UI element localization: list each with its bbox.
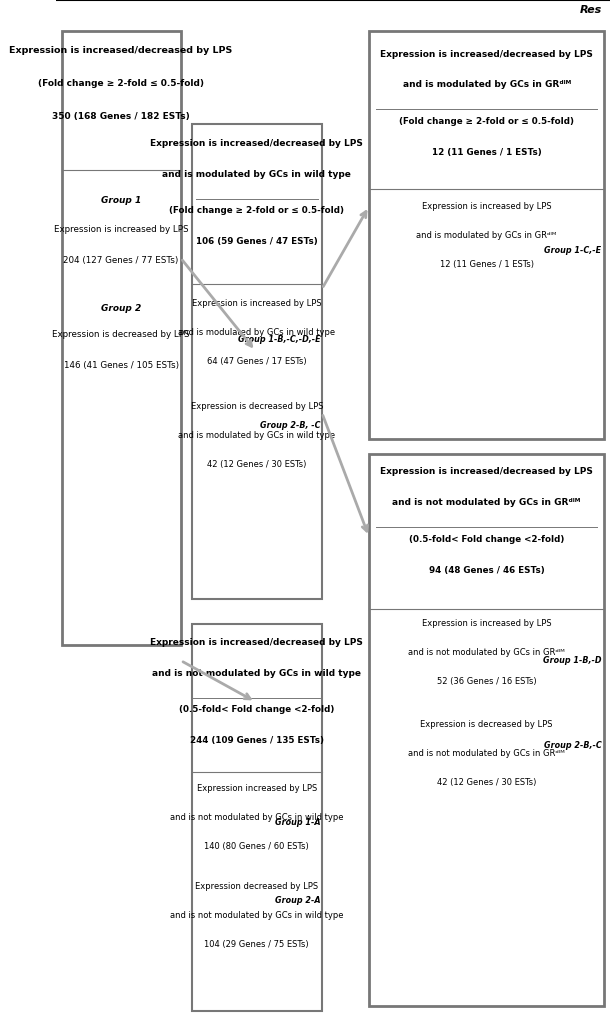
Text: Group 2-B,-C: Group 2-B,-C (544, 741, 602, 750)
Text: Expression increased by LPS: Expression increased by LPS (197, 784, 317, 794)
Text: Expression is decreased by LPS: Expression is decreased by LPS (191, 402, 323, 412)
Text: Res: Res (579, 5, 602, 15)
Text: and is not modulated by GCs in wild type: and is not modulated by GCs in wild type (152, 669, 361, 678)
Text: Expression decreased by LPS: Expression decreased by LPS (196, 882, 318, 892)
Text: 94 (48 Genes / 46 ESTs): 94 (48 Genes / 46 ESTs) (429, 566, 544, 575)
Text: Group 1-B,-C,-D,-E: Group 1-B,-C,-D,-E (238, 335, 321, 345)
Text: (0.5-fold< Fold change <2-fold): (0.5-fold< Fold change <2-fold) (409, 535, 565, 544)
Text: Group 1-A: Group 1-A (275, 818, 321, 828)
Bar (369, 31, 604, 439)
Text: and is modulated by GCs in wild type: and is modulated by GCs in wild type (163, 170, 351, 180)
Text: Expression is increased by LPS: Expression is increased by LPS (192, 299, 321, 309)
Text: 104 (29 Genes / 75 ESTs): 104 (29 Genes / 75 ESTs) (205, 940, 309, 949)
Text: and is modulated by GCs in GRᵈᴵᴹ: and is modulated by GCs in GRᵈᴵᴹ (417, 231, 557, 240)
Text: 64 (47 Genes / 17 ESTs): 64 (47 Genes / 17 ESTs) (207, 357, 307, 366)
Text: and is not modulated by GCs in wild type: and is not modulated by GCs in wild type (170, 813, 343, 823)
Text: Expression is decreased by LPS: Expression is decreased by LPS (420, 720, 553, 730)
Text: 244 (109 Genes / 135 ESTs): 244 (109 Genes / 135 ESTs) (190, 736, 324, 745)
Text: Expression is increased/decreased by LPS: Expression is increased/decreased by LPS (380, 467, 593, 477)
Text: Group 2-B, -C: Group 2-B, -C (260, 421, 321, 430)
Text: 12 (11 Genes / 1 ESTs): 12 (11 Genes / 1 ESTs) (432, 148, 541, 157)
Text: and is modulated by GCs in wild type: and is modulated by GCs in wild type (178, 328, 335, 337)
Text: 12 (11 Genes / 1 ESTs): 12 (11 Genes / 1 ESTs) (440, 260, 533, 269)
Bar (192, 124, 322, 599)
Text: 106 (59 Genes / 47 ESTs): 106 (59 Genes / 47 ESTs) (196, 237, 318, 247)
Text: 350 (168 Genes / 182 ESTs): 350 (168 Genes / 182 ESTs) (52, 112, 190, 122)
Text: (Fold change ≥ 2-fold ≤ 0.5-fold): (Fold change ≥ 2-fold ≤ 0.5-fold) (38, 79, 204, 89)
Text: and is not modulated by GCs in wild type: and is not modulated by GCs in wild type (170, 911, 343, 921)
Text: Expression is increased/decreased by LPS: Expression is increased/decreased by LPS (150, 638, 363, 647)
Text: Expression is increased/decreased by LPS: Expression is increased/decreased by LPS (380, 50, 593, 59)
Text: Expression is increased by LPS: Expression is increased by LPS (422, 202, 552, 212)
Text: Expression is decreased by LPS: Expression is decreased by LPS (53, 330, 190, 340)
Text: Group 1: Group 1 (101, 196, 141, 205)
Text: Group 2-A: Group 2-A (275, 896, 321, 905)
Text: Group 2: Group 2 (101, 304, 141, 314)
Text: (0.5-fold< Fold change <2-fold): (0.5-fold< Fold change <2-fold) (179, 705, 334, 714)
Bar (192, 624, 322, 1011)
Text: 42 (12 Genes / 30 ESTs): 42 (12 Genes / 30 ESTs) (207, 460, 307, 470)
Text: 146 (41 Genes / 105 ESTs): 146 (41 Genes / 105 ESTs) (64, 361, 178, 370)
Text: Expression is increased by LPS: Expression is increased by LPS (54, 225, 188, 234)
Text: Expression is increased/decreased by LPS: Expression is increased/decreased by LPS (150, 139, 363, 149)
Text: 204 (127 Genes / 77 ESTs): 204 (127 Genes / 77 ESTs) (64, 256, 179, 265)
Text: and is modulated by GCs in wild type: and is modulated by GCs in wild type (178, 431, 335, 441)
Text: Expression is increased/decreased by LPS: Expression is increased/decreased by LPS (9, 46, 233, 56)
Text: Group 1-C,-E: Group 1-C,-E (544, 246, 602, 255)
Text: and is not modulated by GCs in GRᵈᴵᴹ: and is not modulated by GCs in GRᵈᴵᴹ (392, 498, 581, 508)
Text: (Fold change ≥ 2-fold or ≤ 0.5-fold): (Fold change ≥ 2-fold or ≤ 0.5-fold) (169, 206, 344, 216)
Text: (Fold change ≥ 2-fold or ≤ 0.5-fold): (Fold change ≥ 2-fold or ≤ 0.5-fold) (399, 117, 574, 126)
Text: and is not modulated by GCs in GRᵈᴵᴹ: and is not modulated by GCs in GRᵈᴵᴹ (408, 648, 565, 657)
Text: Expression is increased by LPS: Expression is increased by LPS (422, 619, 552, 628)
Text: 140 (80 Genes / 60 ESTs): 140 (80 Genes / 60 ESTs) (205, 842, 309, 851)
Text: 42 (12 Genes / 30 ESTs): 42 (12 Genes / 30 ESTs) (437, 778, 536, 787)
Bar (62, 31, 181, 645)
Text: Group 1-B,-D: Group 1-B,-D (543, 656, 602, 666)
Text: 52 (36 Genes / 16 ESTs): 52 (36 Genes / 16 ESTs) (437, 677, 536, 686)
Text: and is modulated by GCs in GRᵈᴵᴹ: and is modulated by GCs in GRᵈᴵᴹ (403, 80, 571, 90)
Text: and is not modulated by GCs in GRᵈᴵᴹ: and is not modulated by GCs in GRᵈᴵᴹ (408, 749, 565, 759)
Bar (369, 454, 604, 1006)
